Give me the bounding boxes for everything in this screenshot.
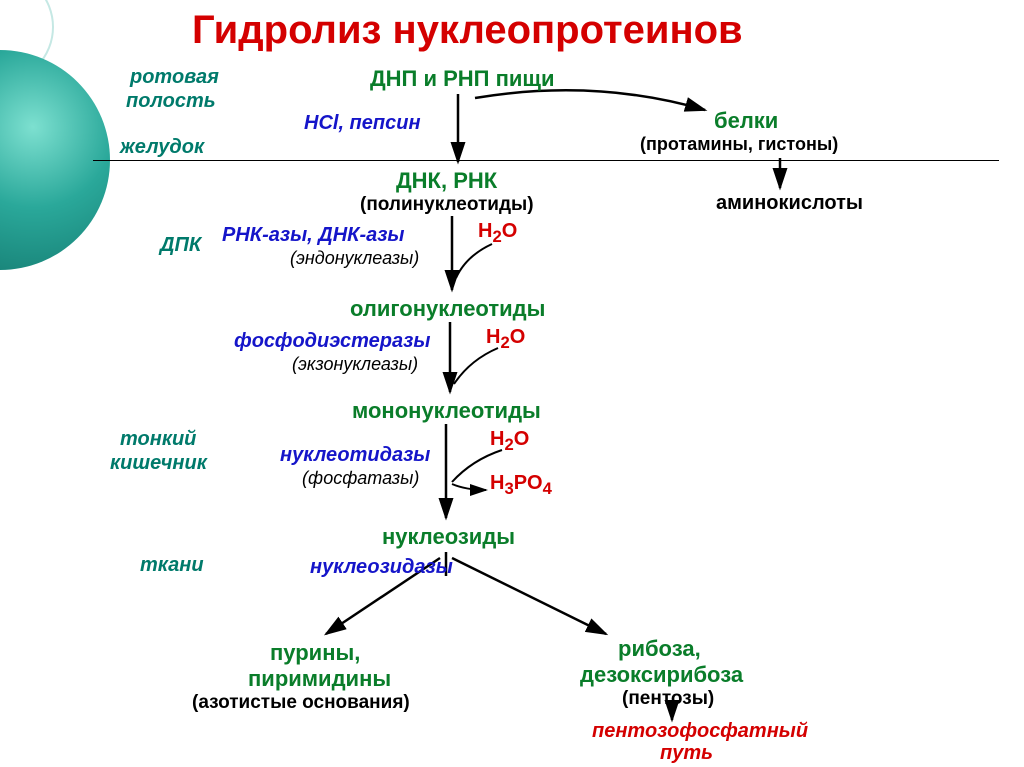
chem-h2o-3: H2O — [490, 428, 529, 455]
chem-h2o-1: H2O — [478, 220, 517, 247]
c-protamines: (протамины, гистоны) — [640, 134, 838, 155]
c-ribose: рибоза, — [618, 636, 701, 662]
loc-stomach: желудок — [120, 136, 204, 159]
e-phosphatase: (фосфатазы) — [302, 468, 419, 489]
c-purines: пурины, — [270, 640, 360, 666]
chem-h3po4: H3PO4 — [490, 472, 552, 499]
loc-dpk: ДПК — [160, 234, 201, 257]
e-exo: (экзонуклеазы) — [292, 354, 418, 375]
c-dnp: ДНП и РНП пищи — [370, 66, 555, 92]
c-polynuc: (полинуклеотиды) — [360, 194, 534, 216]
e-nucleosidase: нуклеозидазы — [310, 556, 453, 579]
loc-small2: кишечник — [110, 452, 207, 475]
c-nucleosides: нуклеозиды — [382, 524, 515, 550]
e-nucleases: РНК-азы, ДНК-азы — [222, 224, 405, 247]
c-pyrimidines: пиримидины — [248, 666, 391, 692]
e-hcl: HCl, пепсин — [304, 112, 421, 135]
c-proteins: белки — [714, 108, 778, 134]
loc-small1: тонкий — [120, 428, 196, 451]
e-nucleotidase: нуклеотидазы — [280, 444, 430, 467]
loc-oral2: полость — [126, 90, 216, 113]
c-deoxyribose: дезоксирибоза — [580, 662, 743, 688]
c-bases: (азотистые основания) — [192, 692, 410, 714]
c-dna-rna: ДНК, РНК — [396, 168, 497, 194]
c-ppp2: путь — [660, 742, 713, 765]
e-endo: (эндонуклеазы) — [290, 248, 419, 269]
separator-line — [93, 160, 999, 161]
c-amino: аминокислоты — [716, 192, 863, 215]
loc-tissue: ткани — [140, 554, 204, 577]
c-pentoses: (пентозы) — [622, 688, 714, 710]
page-title: Гидролиз нуклеопротеинов — [192, 8, 743, 53]
arrows-layer — [0, 0, 1024, 767]
chem-h2o-2: H2O — [486, 326, 525, 353]
e-pde: фосфодиэстеразы — [234, 330, 430, 353]
c-ppp1: пентозофосфатный — [592, 720, 808, 743]
loc-oral1: ротовая — [130, 66, 219, 89]
c-oligo: олигонуклеотиды — [350, 296, 545, 322]
c-mono: мононуклеотиды — [352, 398, 541, 424]
